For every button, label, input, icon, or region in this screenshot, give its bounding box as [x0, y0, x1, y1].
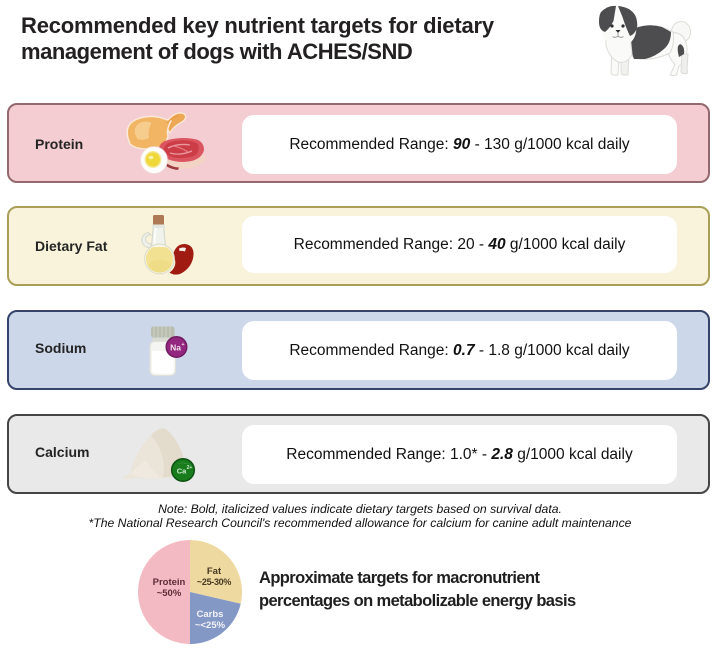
svg-text:Ca: Ca — [177, 467, 187, 476]
svg-text:+: + — [181, 342, 184, 348]
svg-text:Na: Na — [170, 343, 181, 353]
svg-text:2+: 2+ — [187, 465, 193, 471]
